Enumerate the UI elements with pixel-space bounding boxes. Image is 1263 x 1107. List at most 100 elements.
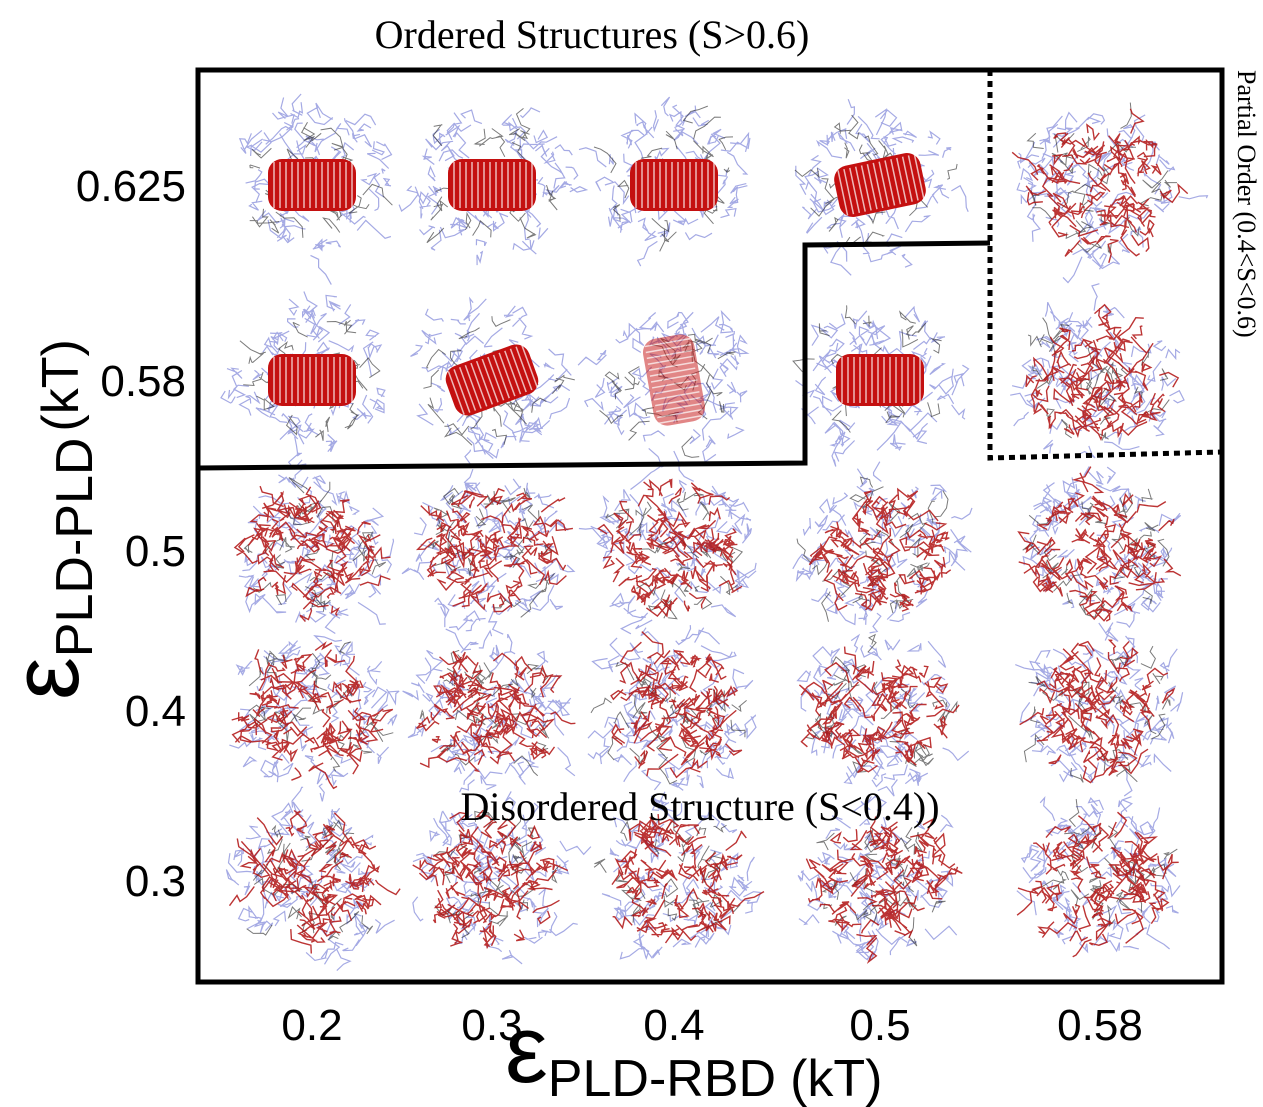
y-tick-label: 0.625 bbox=[76, 162, 186, 211]
fibril-stripe bbox=[453, 369, 471, 413]
fibril-stripe bbox=[648, 361, 695, 371]
fibril-stripe bbox=[653, 391, 700, 401]
snapshot bbox=[412, 791, 592, 965]
snapshot bbox=[593, 791, 765, 960]
fibril bbox=[445, 344, 539, 416]
y-tick-label: 0.3 bbox=[125, 857, 186, 906]
snapshot bbox=[238, 93, 393, 285]
y-axis-label: εPLD-PLD (kT) bbox=[0, 339, 104, 700]
fibril-stripe bbox=[481, 358, 499, 403]
region-label: Disordered Structure (S<0.4)) bbox=[460, 784, 939, 829]
fibril-stripe bbox=[492, 354, 510, 399]
fibril-stripe bbox=[647, 355, 694, 366]
x-tick-label: 0.5 bbox=[849, 1001, 910, 1050]
fibril-stripe bbox=[657, 408, 703, 419]
fibril-stripe bbox=[509, 348, 527, 393]
snapshot bbox=[587, 625, 757, 791]
fibril bbox=[268, 159, 356, 211]
fibril-stripe bbox=[896, 157, 908, 204]
chains bbox=[415, 487, 574, 613]
x-tick-label: 0.2 bbox=[281, 1001, 342, 1050]
chains bbox=[1023, 645, 1171, 783]
snapshot bbox=[398, 107, 589, 266]
chains bbox=[593, 817, 741, 931]
fibril-stripe bbox=[884, 160, 896, 206]
snapshot bbox=[792, 461, 973, 634]
fibril-core bbox=[445, 344, 539, 416]
fibril-stripe bbox=[658, 414, 704, 425]
chains bbox=[1011, 108, 1189, 263]
fibril-stripe bbox=[907, 155, 919, 201]
subscript: PLD-PLD bbox=[46, 438, 104, 658]
partial-boundary bbox=[987, 70, 1223, 461]
fibril-stripe bbox=[650, 373, 697, 383]
unit: (kT) bbox=[32, 339, 90, 431]
fibril-core bbox=[448, 159, 536, 211]
snapshot bbox=[577, 309, 750, 468]
chains bbox=[228, 809, 401, 954]
x-tick-label: 0.3 bbox=[461, 1001, 522, 1050]
chains bbox=[1019, 639, 1176, 784]
x-tick-label: 0.58 bbox=[1057, 1001, 1143, 1050]
snapshot bbox=[220, 291, 386, 470]
snapshot bbox=[792, 305, 970, 467]
fibril bbox=[630, 159, 718, 211]
chains bbox=[610, 631, 743, 779]
x-tick-label: 0.4 bbox=[643, 1001, 704, 1050]
snapshot bbox=[797, 795, 963, 964]
snapshot bbox=[796, 633, 970, 797]
unit: (kT) bbox=[790, 1050, 882, 1107]
chains bbox=[577, 309, 750, 468]
fibril-stripe bbox=[447, 371, 465, 415]
fibril-core bbox=[268, 159, 356, 211]
x-axis-label: εPLD-RBD (kT) bbox=[505, 996, 882, 1107]
symbol: ε bbox=[505, 996, 548, 1103]
fibril-stripe bbox=[837, 170, 849, 216]
fibril-stripe bbox=[646, 349, 693, 360]
snapshot bbox=[1016, 795, 1181, 958]
chains bbox=[805, 816, 963, 964]
fibril-stripe bbox=[843, 168, 855, 215]
fibril-stripe bbox=[504, 350, 522, 395]
chains bbox=[798, 646, 960, 774]
fibril-stripe bbox=[475, 360, 494, 405]
snapshot bbox=[578, 450, 757, 635]
snapshot bbox=[233, 463, 395, 635]
chains bbox=[412, 809, 569, 949]
fibril-core bbox=[642, 334, 706, 426]
chains bbox=[597, 478, 743, 618]
chains bbox=[1037, 799, 1178, 928]
region-label: Ordered Structures (S>0.6) bbox=[375, 12, 810, 57]
y-tick-label: 0.58 bbox=[100, 357, 186, 406]
chains bbox=[248, 641, 394, 772]
chains bbox=[808, 487, 952, 612]
fibril-stripe bbox=[652, 385, 699, 395]
fibril-core bbox=[630, 159, 718, 211]
fibril-stripe bbox=[872, 162, 884, 209]
fibril-stripe bbox=[866, 164, 878, 210]
fibril bbox=[448, 159, 536, 211]
x-ticks: 0.2 0.3 0.4 0.5 0.58 bbox=[281, 1001, 1142, 1050]
y-tick-label: 0.4 bbox=[125, 687, 186, 736]
frame bbox=[195, 67, 1225, 985]
chains bbox=[1017, 466, 1182, 622]
snapshot bbox=[229, 634, 400, 802]
fibril-core bbox=[268, 354, 356, 406]
subscript: PLD-RBD bbox=[548, 1050, 776, 1107]
fibril-stripe bbox=[645, 343, 692, 354]
fibril-stripe bbox=[458, 367, 477, 411]
chains bbox=[1016, 111, 1209, 284]
snapshots bbox=[220, 93, 1209, 972]
snapshot bbox=[794, 98, 969, 276]
snapshot bbox=[1011, 102, 1209, 284]
fibril-core bbox=[836, 354, 924, 406]
fibril-stripe bbox=[515, 346, 533, 391]
fibril bbox=[268, 354, 356, 406]
chains bbox=[1026, 102, 1178, 254]
fibril-stripe bbox=[644, 337, 691, 348]
snapshot bbox=[1015, 635, 1184, 797]
fibril-stripe bbox=[860, 165, 872, 211]
fibril-stripe bbox=[854, 166, 866, 212]
